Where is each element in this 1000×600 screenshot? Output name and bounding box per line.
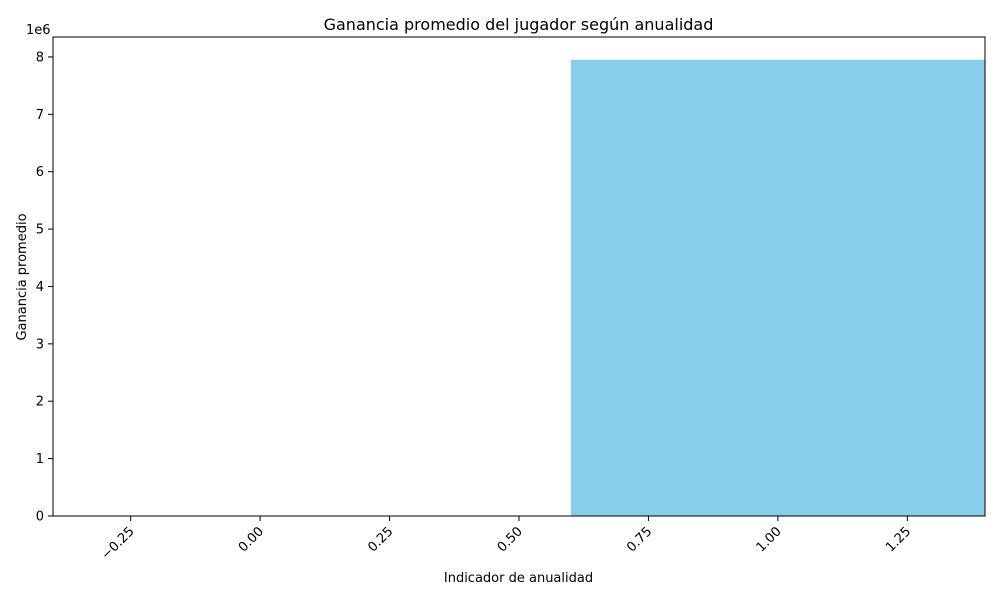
y-tick-label: 8 (36, 50, 44, 65)
x-axis-label: Indicador de anualidad (444, 571, 593, 586)
y-tick-label: 2 (36, 395, 44, 410)
y-axis-ticks: 0 1 2 3 4 5 6 7 8 (36, 50, 53, 525)
bars (570, 59, 985, 517)
y-tick-label: 3 (36, 337, 44, 352)
bar (570, 59, 985, 517)
y-tick-label: 5 (36, 223, 44, 238)
y-axis-offset-text: 1e6 (26, 23, 51, 38)
y-tick-label: 6 (36, 165, 44, 180)
plot-area-frame (52, 36, 986, 517)
chart-title: Ganancia promedio del jugador según anua… (324, 15, 714, 34)
y-tick-label: 0 (36, 510, 44, 525)
y-axis-label: Ganancia promedio (15, 213, 30, 340)
y-tick-label: 4 (36, 280, 44, 295)
y-tick-label: 1 (36, 452, 44, 467)
y-tick-label: 7 (36, 108, 44, 123)
